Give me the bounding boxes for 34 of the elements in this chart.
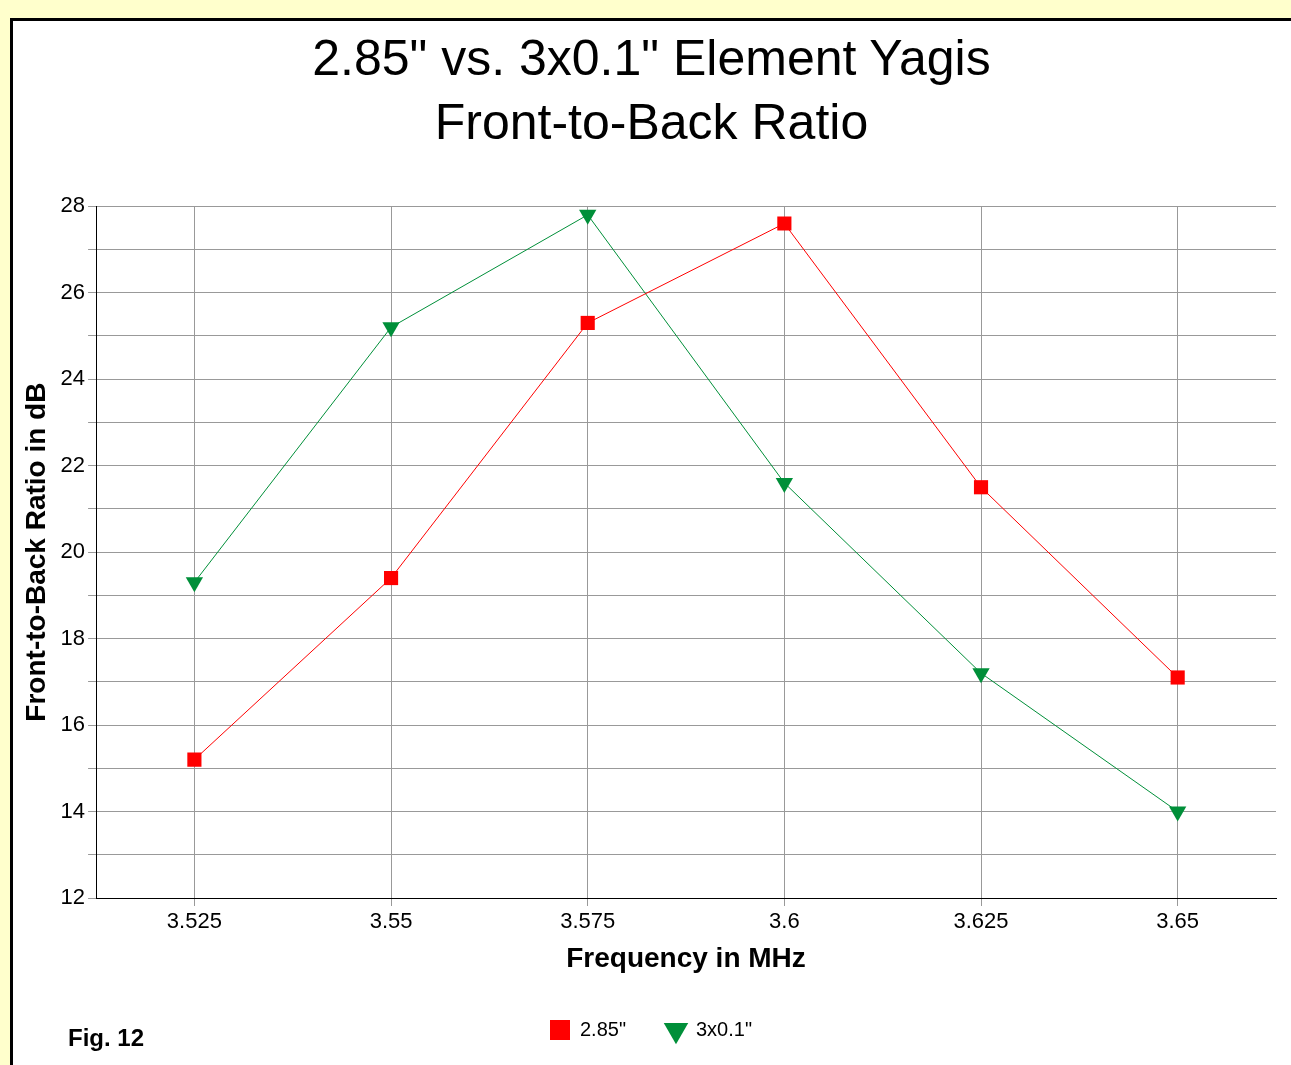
point [185, 577, 204, 593]
caption: Fig. 12 [68, 1024, 145, 1052]
y-axis-title: Front-to-Back Ratio in dB [19, 382, 51, 722]
x-tick-label: 3.525 [166, 908, 222, 934]
x-tick-label: 3.575 [560, 908, 616, 934]
x-tick-label: 3.6 [769, 908, 800, 934]
y-tick-label: 28 [60, 192, 86, 218]
legend-label: 2.85" [579, 1017, 627, 1040]
y-tick-label: 24 [60, 365, 86, 391]
point [579, 209, 597, 225]
y-tick-label: 14 [60, 797, 86, 823]
x-tick-label: 3.625 [953, 908, 1009, 934]
y-tick-label: 18 [60, 624, 86, 650]
point [777, 216, 792, 231]
point [1169, 806, 1187, 822]
point [580, 315, 595, 331]
y-tick-label: 26 [60, 278, 86, 304]
x-tick-label: 3.55 [369, 908, 413, 934]
x-axis-title: Frequency in MHz [566, 941, 806, 973]
y-tick-label: 16 [60, 711, 86, 737]
point [972, 668, 990, 684]
point [973, 480, 989, 495]
point [1170, 670, 1185, 685]
x-tick-label: 3.65 [1156, 908, 1200, 934]
point [775, 477, 794, 493]
y-tick-label: 12 [60, 884, 86, 910]
y-tick-label: 22 [60, 451, 86, 477]
legend-label: 3x0.1" [696, 1017, 753, 1040]
chart-title: 2.85" vs. 3x0.1" Element Yagis [311, 29, 992, 88]
point [187, 752, 202, 767]
y-tick-label: 20 [60, 538, 86, 564]
chart-subtitle: Front-to-Back Ratio [433, 93, 870, 152]
point [383, 570, 399, 586]
point [382, 322, 400, 338]
